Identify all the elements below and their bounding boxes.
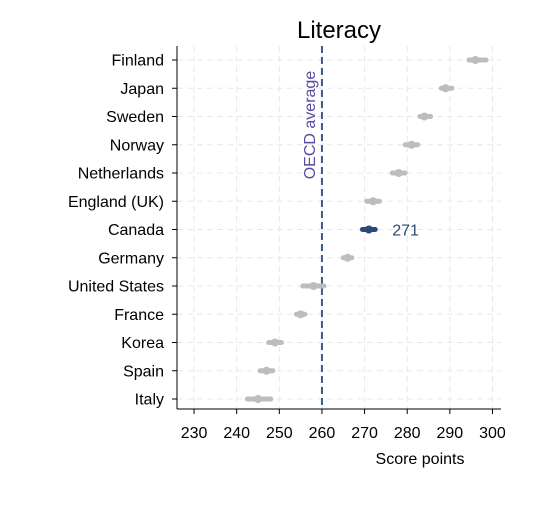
y-tick-label: Netherlands bbox=[78, 166, 164, 183]
x-tick-label: 240 bbox=[223, 425, 250, 442]
data-point bbox=[343, 253, 352, 262]
y-tick-label: Canada bbox=[108, 222, 164, 239]
data-point bbox=[471, 56, 480, 64]
x-tick-label: 270 bbox=[351, 425, 378, 442]
data-marks: 271 bbox=[244, 56, 489, 403]
x-tick-label: 300 bbox=[479, 425, 506, 442]
chart-title: Literacy bbox=[297, 17, 381, 44]
x-tick-label: 250 bbox=[266, 425, 293, 442]
y-tick-label: United States bbox=[68, 279, 164, 296]
data-point bbox=[420, 112, 429, 121]
y-tick-label: Spain bbox=[123, 363, 164, 380]
data-point bbox=[364, 225, 373, 234]
axes bbox=[176, 46, 501, 410]
y-tick-label: England (UK) bbox=[68, 194, 164, 211]
x-tick-label: 290 bbox=[436, 425, 463, 442]
y-tick-label: France bbox=[114, 307, 164, 324]
x-tick-label: 260 bbox=[309, 425, 336, 442]
reference-line-group: OECD average bbox=[302, 46, 323, 409]
x-ticks: 230 240 250 260 270 280 290 300 bbox=[181, 409, 506, 442]
x-tick-label: 280 bbox=[394, 425, 421, 442]
x-tick-label: 230 bbox=[181, 425, 208, 442]
data-point bbox=[296, 310, 305, 319]
oecd-average-label: OECD average bbox=[302, 71, 319, 180]
data-label: 271 bbox=[392, 223, 419, 240]
data-point bbox=[309, 282, 318, 290]
y-tick-label: Italy bbox=[135, 392, 164, 409]
y-tick-label: Norway bbox=[110, 137, 164, 154]
data-point bbox=[369, 197, 378, 206]
y-tick-label: Sweden bbox=[106, 109, 164, 126]
data-point bbox=[254, 395, 262, 403]
data-point bbox=[271, 338, 280, 347]
y-tick-label: Finland bbox=[112, 53, 164, 70]
grid bbox=[177, 46, 501, 409]
y-tick-label: Germany bbox=[98, 250, 164, 267]
data-point bbox=[394, 169, 403, 177]
y-tick-label: Japan bbox=[120, 81, 164, 98]
y-ticks: Finland Japan Sweden Norway Netherlands Engla… bbox=[68, 53, 177, 409]
y-tick-label: Korea bbox=[121, 335, 164, 352]
x-axis-label: Score points bbox=[376, 451, 465, 468]
data-point bbox=[407, 140, 416, 149]
data-point bbox=[441, 84, 450, 93]
data-point bbox=[262, 366, 271, 375]
